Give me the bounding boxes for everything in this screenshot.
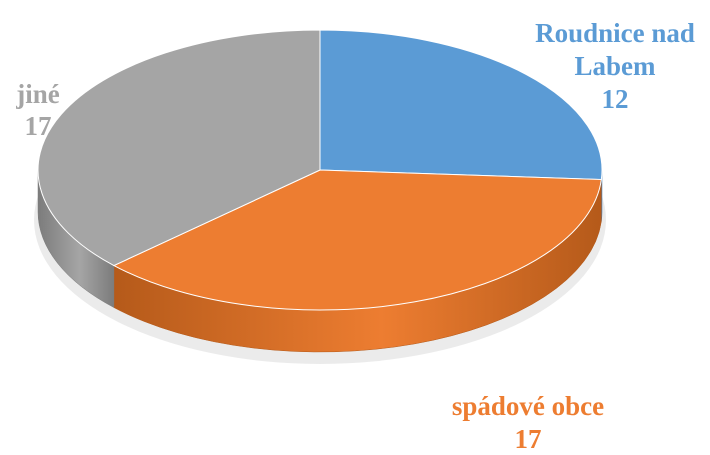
pie-category-label: Labem <box>575 51 657 81</box>
pie-value-label: 17 <box>25 111 52 141</box>
pie-slice-0 <box>319 29 603 181</box>
pie-value-label: 17 <box>515 424 542 454</box>
pie-category-label: Roudnice nad <box>535 18 695 48</box>
pie-data-label-0: Roudnice nad Labem 12 <box>535 18 695 114</box>
pie-category-label: spádové obce <box>452 391 604 421</box>
pie-value-label: 12 <box>602 84 629 114</box>
pie-data-label-1: spádové obce 17 <box>452 391 604 454</box>
pie-slice-1 <box>112 169 602 311</box>
pie-data-label-2: jiné 17 <box>15 79 60 141</box>
pie-slice-2 <box>37 29 321 267</box>
pie-category-label: jiné <box>15 79 60 109</box>
